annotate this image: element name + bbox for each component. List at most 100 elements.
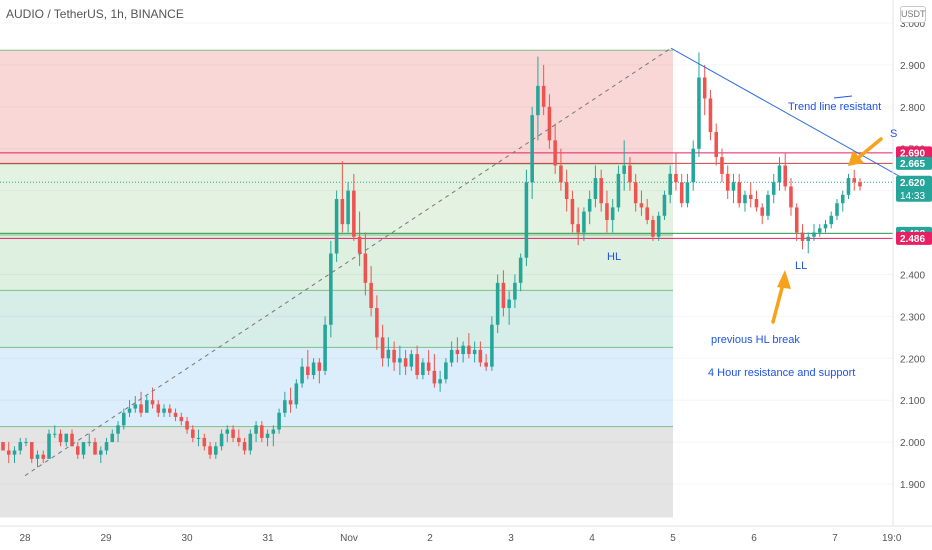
candle-body bbox=[524, 182, 529, 258]
candle-body bbox=[547, 106, 552, 141]
candle-body bbox=[300, 366, 304, 384]
candle-body bbox=[24, 442, 28, 444]
candle-body bbox=[139, 404, 143, 413]
candle-body bbox=[306, 366, 310, 376]
candle-body bbox=[133, 404, 138, 409]
candle-body bbox=[248, 433, 253, 451]
candle-body bbox=[317, 362, 322, 371]
candle-body bbox=[98, 450, 103, 455]
candle-body bbox=[127, 408, 132, 413]
horizontal-levels bbox=[0, 152, 893, 239]
candle-body bbox=[346, 190, 350, 225]
candle-body bbox=[777, 165, 782, 183]
candle-body bbox=[771, 182, 776, 195]
candle-body bbox=[835, 203, 839, 216]
candle-body bbox=[18, 442, 23, 451]
price-tick-label: 2.200 bbox=[900, 354, 925, 365]
candle-body bbox=[518, 257, 523, 283]
candle-body bbox=[668, 173, 672, 195]
fib-zone bbox=[0, 347, 673, 427]
price-tag-label: 2.690 bbox=[900, 148, 925, 159]
price-tag-countdown: 14:33 bbox=[900, 191, 925, 202]
time-tick-label: 29 bbox=[100, 533, 112, 544]
symbol-title: AUDIO / TetherUS, 1h, BINANCE bbox=[6, 7, 184, 21]
candle-body bbox=[386, 349, 391, 359]
candle-body bbox=[398, 358, 402, 363]
time-tick-label: 4 bbox=[589, 533, 595, 544]
price-tag-box bbox=[896, 231, 932, 245]
candle-body bbox=[461, 345, 465, 355]
candle-body bbox=[685, 182, 690, 204]
candle-body bbox=[242, 442, 247, 451]
price-axis[interactable]: 3.0002.9002.8002.7002.6002.5002.4002.300… bbox=[900, 19, 925, 491]
candle-body bbox=[41, 454, 46, 459]
candle-body bbox=[58, 433, 63, 443]
candle-body bbox=[340, 199, 345, 225]
candle-body bbox=[237, 437, 241, 443]
candle-body bbox=[846, 178, 851, 195]
candle-body bbox=[260, 425, 264, 438]
candle-body bbox=[530, 115, 534, 183]
price-tag-box bbox=[896, 175, 932, 202]
candle-body bbox=[403, 358, 408, 367]
ll-label: LL bbox=[795, 260, 807, 272]
time-tick-label: 30 bbox=[181, 533, 193, 544]
candle-body bbox=[75, 446, 80, 455]
candle-body bbox=[748, 194, 753, 200]
candle-body bbox=[633, 182, 638, 204]
candle-body bbox=[697, 77, 701, 149]
candle-body bbox=[714, 131, 718, 158]
trend-line-label-stroke bbox=[833, 95, 853, 99]
candle-body bbox=[570, 199, 575, 225]
time-tick-label: 2 bbox=[427, 533, 433, 544]
price-tick-label: 2.100 bbox=[900, 396, 925, 407]
candle-body bbox=[219, 433, 224, 447]
time-tick-label: 19:0 bbox=[882, 533, 902, 544]
price-tick-label: 1.900 bbox=[900, 480, 925, 491]
price-tick-label: 3.000 bbox=[900, 19, 925, 30]
candle-body bbox=[691, 148, 695, 183]
candle-body bbox=[52, 433, 57, 435]
price-tick-label: 2.300 bbox=[900, 312, 925, 323]
candle-body bbox=[444, 362, 448, 380]
candle-body bbox=[116, 425, 120, 434]
candle-body bbox=[225, 429, 230, 434]
price-tick-label: 2.000 bbox=[900, 438, 925, 449]
candle-body bbox=[501, 282, 506, 308]
candle-body bbox=[421, 362, 425, 376]
candle-body bbox=[6, 450, 11, 455]
candle-body bbox=[829, 215, 834, 225]
candle-body bbox=[271, 429, 276, 434]
candle-body bbox=[743, 194, 747, 204]
candle-body bbox=[605, 203, 609, 220]
candle-body bbox=[817, 228, 822, 233]
time-tick-label: 28 bbox=[19, 533, 31, 544]
candle-body bbox=[380, 337, 385, 359]
candle-body bbox=[536, 85, 540, 116]
candle-body bbox=[145, 400, 149, 413]
time-tick-label: 3 bbox=[508, 533, 514, 544]
candle-body bbox=[794, 207, 799, 233]
candle-body bbox=[81, 442, 86, 455]
time-axis[interactable]: 28 29 30 31 Nov 2 3 4 5 6 7 19:0 bbox=[19, 533, 901, 544]
candle-body bbox=[334, 199, 339, 254]
candle-body bbox=[369, 282, 373, 308]
price-tag-box bbox=[896, 156, 932, 170]
candle-body bbox=[191, 429, 195, 438]
previous-hl-break-label: previous HL break bbox=[711, 334, 800, 346]
candle-body bbox=[173, 412, 178, 417]
candle-body bbox=[789, 186, 793, 208]
candle-body bbox=[639, 203, 644, 208]
candle-body bbox=[628, 165, 632, 183]
candle-body bbox=[582, 211, 586, 233]
candle-body bbox=[766, 194, 770, 216]
candle-body bbox=[651, 219, 655, 237]
fib-zone bbox=[0, 50, 673, 164]
currency-button[interactable]: USDT bbox=[900, 6, 926, 23]
candle-body bbox=[674, 173, 678, 183]
candle-body bbox=[202, 437, 207, 447]
candle-body bbox=[576, 224, 580, 233]
candle-body bbox=[800, 232, 805, 241]
candle-body bbox=[472, 349, 477, 355]
